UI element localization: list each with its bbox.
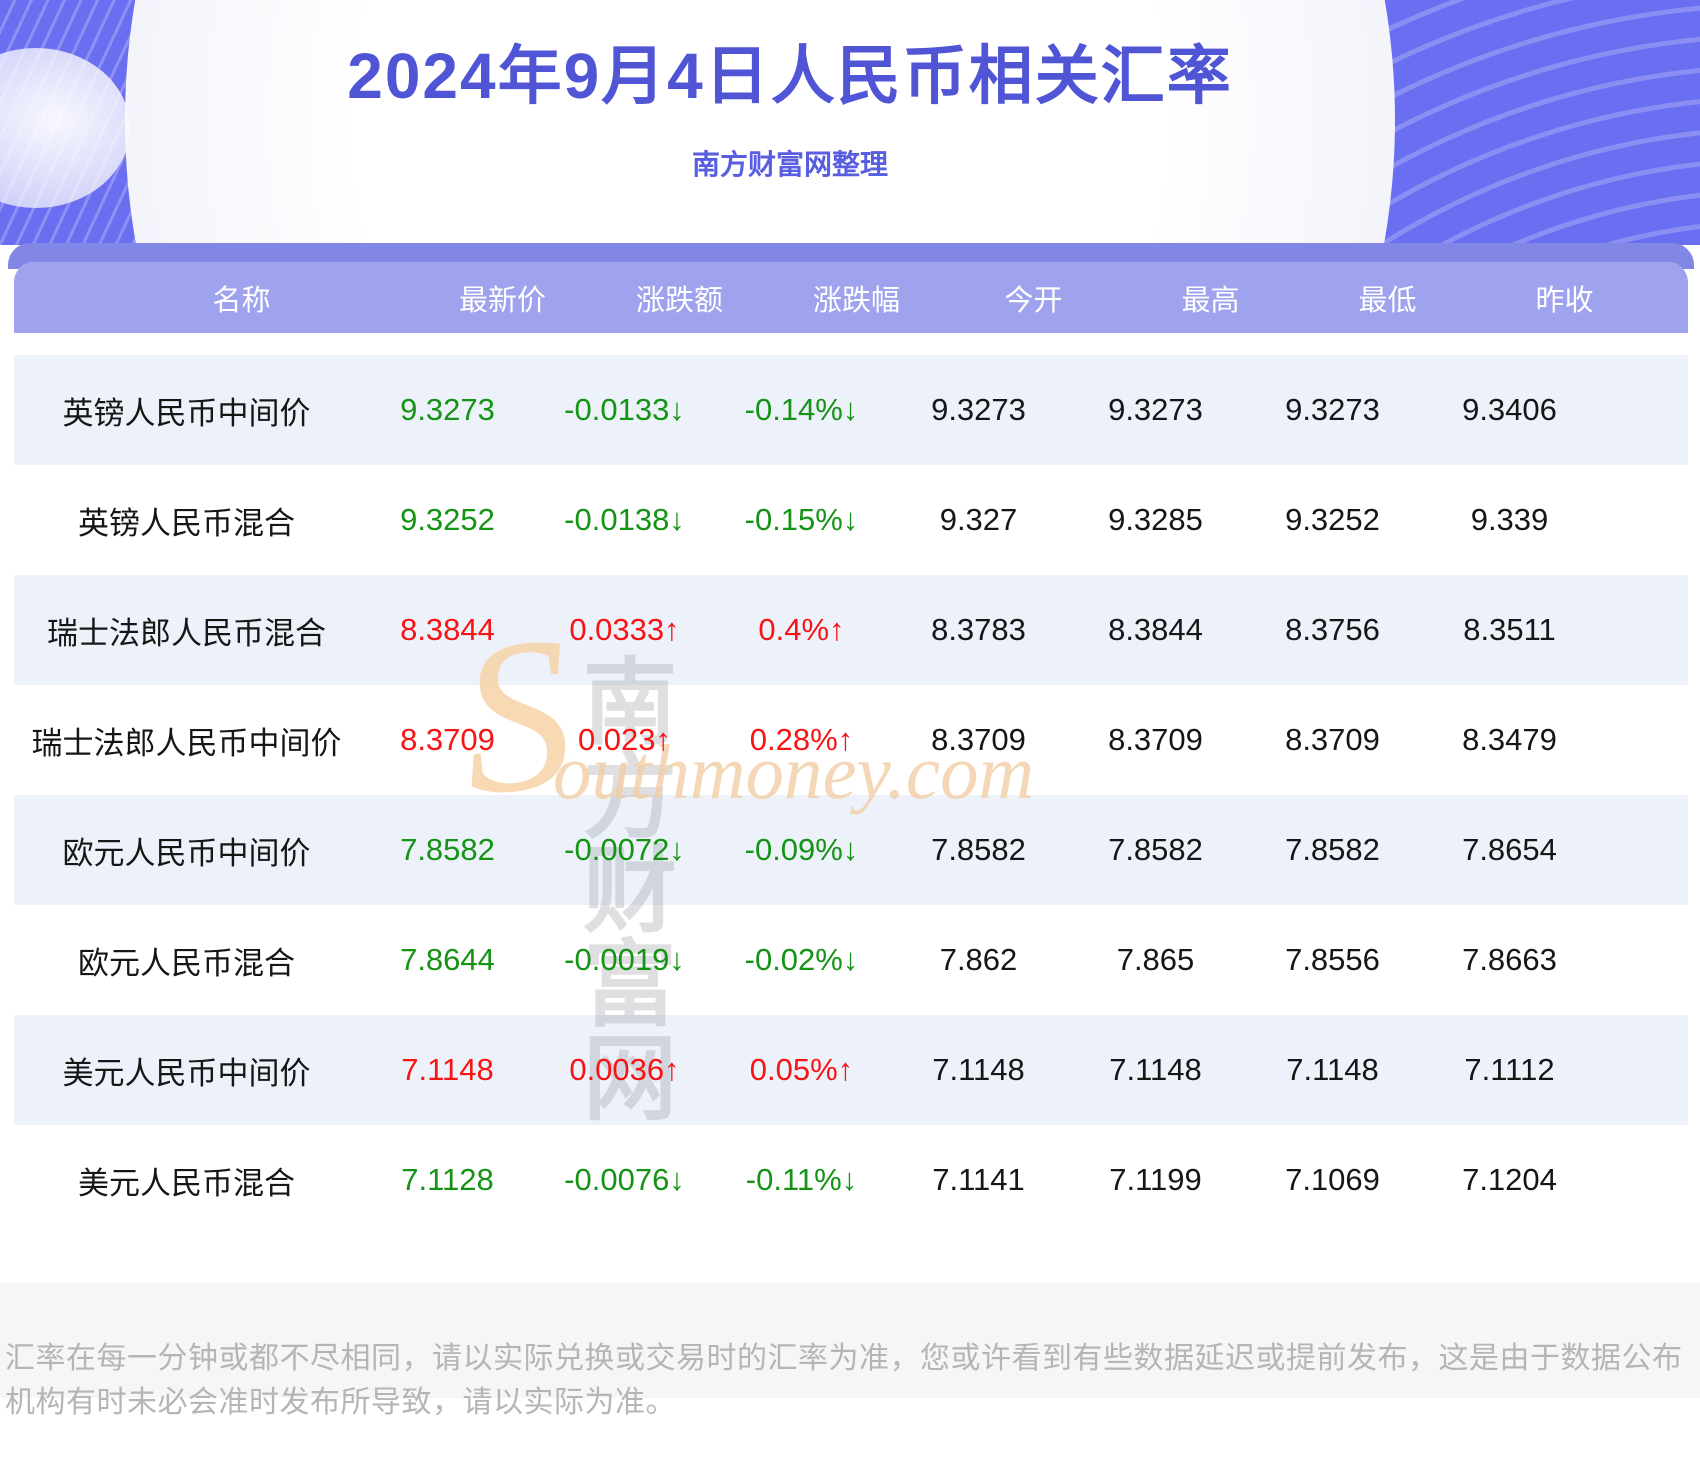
row-name: 美元人民币中间价	[62, 1055, 311, 1091]
column-header: 名称	[212, 284, 271, 317]
cell-pct: -0.02%↓	[744, 942, 859, 977]
cell-pct: -0.14%↓	[744, 392, 859, 427]
cell-prev: 7.8654	[1462, 832, 1557, 867]
cell-change: 0.023↑	[577, 722, 672, 757]
row-name: 欧元人民币中间价	[62, 835, 311, 871]
row-name: 瑞士法郎人民币混合	[47, 615, 326, 651]
hero-text: 2024年9月4日人民币相关汇率 南方财富网整理	[0, 0, 1640, 183]
cell-low: 9.3273	[1285, 392, 1380, 427]
cell-latest: 9.3273	[400, 392, 495, 427]
cell-open: 7.862	[939, 942, 1018, 977]
cell-low: 7.1148	[1286, 1052, 1379, 1087]
cell-pct: -0.11%↓	[745, 1162, 858, 1197]
cell-change: -0.0076↓	[564, 1162, 685, 1197]
rates-table: 名称 最新价 涨跌额 涨跌幅 今开 最高 最低 昨收 英镑人民币中间价 9.3273 -0.013…	[14, 262, 1688, 1238]
cell-open: 9.327	[939, 502, 1018, 537]
row-name: 美元人民币混合	[78, 1165, 295, 1201]
page-subtitle: 南方财富网整理	[691, 149, 888, 181]
cell-prev: 7.1112	[1464, 1052, 1555, 1087]
cell-open: 8.3709	[931, 722, 1026, 757]
row-name: 瑞士法郎人民币中间价	[31, 725, 342, 761]
page-title: 2024年9月4日人民币相关汇率	[347, 40, 1233, 112]
cell-open: 9.3273	[931, 392, 1026, 427]
cell-pct: -0.15%↓	[744, 502, 859, 537]
row-name: 英镑人民币混合	[78, 505, 295, 541]
row-name: 欧元人民币混合	[78, 945, 295, 981]
cell-open: 7.8582	[931, 832, 1026, 867]
cell-pct: 0.4%↑	[758, 612, 845, 647]
cell-prev: 7.1204	[1462, 1162, 1557, 1197]
cell-low: 7.8582	[1285, 832, 1380, 867]
cell-open: 8.3783	[931, 612, 1026, 647]
row-name: 英镑人民币中间价	[62, 395, 311, 431]
column-header: 昨收	[1535, 284, 1594, 317]
cell-low: 9.3252	[1285, 502, 1380, 537]
cell-low: 8.3709	[1285, 722, 1380, 757]
cell-high: 7.1148	[1109, 1052, 1202, 1087]
table-header-row: 名称 最新价 涨跌额 涨跌幅 今开 最高 最低 昨收	[14, 262, 1688, 333]
cell-latest: 7.8644	[400, 942, 495, 977]
cell-latest: 8.3844	[400, 612, 495, 647]
cell-change: 0.0333↑	[569, 612, 680, 647]
cell-high: 8.3844	[1108, 612, 1203, 647]
disclaimer-bar: 汇率在每一分钟或都不尽相同，请以实际兑换或交易时的汇率为准，您或许看到有些数据延…	[0, 1283, 1700, 1419]
cell-latest: 7.1128	[401, 1162, 494, 1197]
cell-pct: 0.28%↑	[749, 722, 854, 757]
cell-high: 7.8582	[1108, 832, 1203, 867]
cell-pct: 0.05%↑	[749, 1052, 854, 1087]
column-header: 涨跌额	[635, 284, 723, 317]
cell-high: 7.1199	[1109, 1162, 1202, 1197]
cell-prev: 7.8663	[1462, 942, 1557, 977]
cell-low: 8.3756	[1285, 612, 1380, 647]
banner-ellipse	[125, 0, 1395, 245]
disclaimer-text: 汇率在每一分钟或都不尽相同，请以实际兑换或交易时的汇率为准，您或许看到有些数据延…	[5, 1342, 1683, 1419]
cell-change: -0.0072↓	[564, 832, 685, 867]
table-row: 英镑人民币中间价 9.3273 -0.0133↓ -0.14%↓ 9.3273 9.327…	[14, 355, 1688, 465]
cell-open: 7.1148	[932, 1052, 1025, 1087]
cell-high: 7.865	[1116, 942, 1195, 977]
table-row: 欧元人民币中间价 7.8582 -0.0072↓ -0.09%↓ 7.8582 7.858…	[14, 795, 1688, 905]
column-header: 最低	[1358, 284, 1417, 317]
cell-low: 7.1069	[1285, 1162, 1380, 1197]
cell-change: -0.0133↓	[564, 392, 685, 427]
cell-latest: 8.3709	[400, 722, 495, 757]
column-header: 涨跌幅	[812, 284, 900, 317]
cell-latest: 9.3252	[400, 502, 495, 537]
cell-high: 9.3285	[1108, 502, 1203, 537]
table-row: 瑞士法郎人民币中间价 8.3709 0.023↑ 0.28%↑ 8.3709 8.3709…	[14, 685, 1688, 795]
cell-latest: 7.1148	[401, 1052, 494, 1087]
table-row: 欧元人民币混合 7.8644 -0.0019↓ -0.02%↓ 7.862 7.865 7.…	[14, 905, 1688, 1015]
cell-pct: -0.09%↓	[744, 832, 859, 867]
column-header: 今开	[1004, 284, 1063, 317]
hero-banner: 2024年9月4日人民币相关汇率 南方财富网整理	[0, 0, 1700, 245]
cell-prev: 8.3479	[1462, 722, 1557, 757]
cell-prev: 9.339	[1470, 502, 1549, 537]
cell-prev: 8.3511	[1463, 612, 1556, 647]
cell-low: 7.8556	[1285, 942, 1380, 977]
column-header: 最高	[1181, 284, 1240, 317]
table-row: 美元人民币混合 7.1128 -0.0076↓ -0.11%↓ 7.1141 7.1199…	[14, 1125, 1688, 1235]
cell-latest: 7.8582	[400, 832, 495, 867]
table-row: 瑞士法郎人民币混合 8.3844 0.0333↑ 0.4%↑ 8.3783 8.3844 8…	[14, 575, 1688, 685]
cell-open: 7.1141	[932, 1162, 1025, 1197]
cell-high: 9.3273	[1108, 392, 1203, 427]
cell-change: -0.0019↓	[564, 942, 685, 977]
table-row: 美元人民币中间价 7.1148 0.0036↑ 0.05%↑ 7.1148 7.1148 7…	[14, 1015, 1688, 1125]
table-body: 英镑人民币中间价 9.3273 -0.0133↓ -0.14%↓ 9.3273 9.327…	[14, 355, 1688, 1235]
cell-high: 8.3709	[1108, 722, 1203, 757]
cell-prev: 9.3406	[1462, 392, 1557, 427]
cell-change: 0.0036↑	[569, 1052, 680, 1087]
cell-change: -0.0138↓	[564, 502, 685, 537]
column-header: 最新价	[458, 284, 546, 317]
table-row: 英镑人民币混合 9.3252 -0.0138↓ -0.15%↓ 9.327 9.3285 9…	[14, 465, 1688, 575]
